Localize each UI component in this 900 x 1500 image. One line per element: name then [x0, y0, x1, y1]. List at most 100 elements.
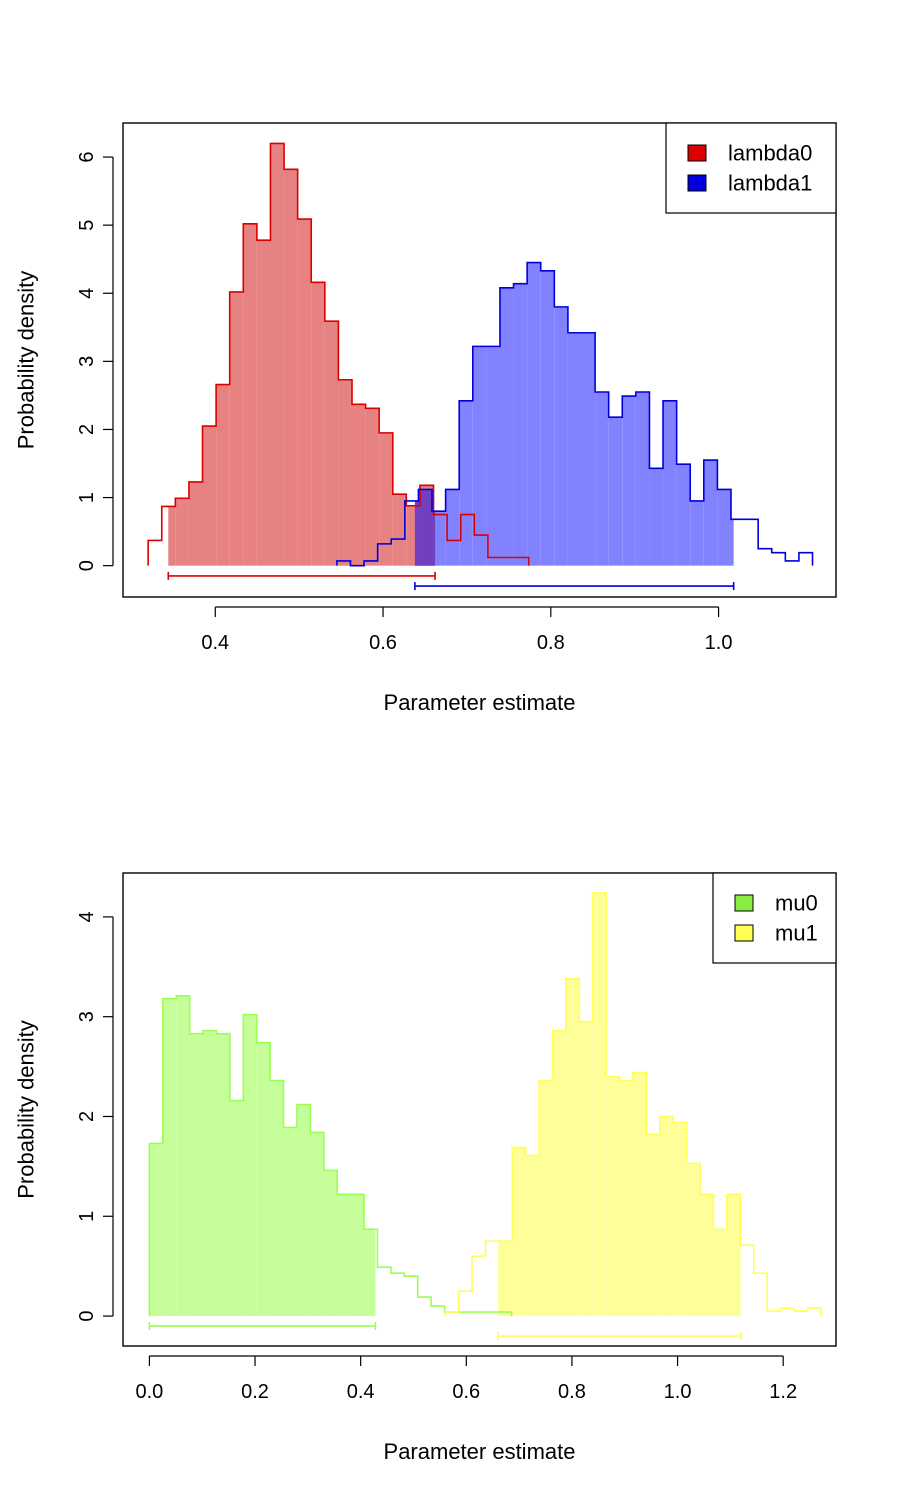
- x-tick-label: 0.4: [347, 1381, 375, 1403]
- mu0-bin-fill: [229, 1100, 244, 1317]
- mu1-bin-fill: [552, 1030, 566, 1317]
- mu0-legend-swatch: [734, 894, 754, 912]
- lambda1-bin-fill: [527, 262, 541, 566]
- mu1-histogram-outline: [444, 892, 822, 1317]
- mu1-bin-fill: [619, 1080, 633, 1317]
- lambda1-bin-fill: [567, 332, 582, 566]
- mu0-bin-fill: [243, 1014, 257, 1317]
- lambda1-bin-fill: [554, 306, 568, 566]
- mu1-bin-fill: [579, 1021, 593, 1317]
- y-tick-label: 2: [76, 424, 98, 435]
- y-tick-label: 3: [76, 1011, 98, 1022]
- lambda1-bin-fill: [690, 500, 704, 566]
- lambda0-bin-fill: [168, 506, 176, 566]
- x-axis-label: Parameter estimate: [384, 690, 576, 715]
- mu1-bin-fill: [700, 1194, 714, 1317]
- overlap-bin-fill: [414, 500, 419, 566]
- mu0-bin-fill: [350, 1194, 365, 1317]
- mu1-legend-swatch: [734, 924, 754, 942]
- y-tick-label: 6: [76, 151, 98, 162]
- lambda1-bin-fill: [608, 417, 623, 566]
- mu0-bin-fill: [296, 1104, 311, 1317]
- mu1-bin-fill: [565, 978, 580, 1317]
- mu0-bin-fill: [189, 1033, 204, 1317]
- lambda1-bin-fill: [472, 346, 487, 566]
- lambda0-legend-swatch: [687, 144, 707, 162]
- x-tick-label: 0.8: [537, 632, 565, 654]
- x-tick-label: 1.2: [769, 1381, 797, 1403]
- legend: lambda0 lambda1: [665, 122, 837, 214]
- mu1-bin-fill: [498, 1241, 513, 1317]
- lambda0-bin-fill: [311, 282, 325, 566]
- mu1-bin-fill: [592, 892, 607, 1317]
- lambda0-histogram-outline: [147, 142, 530, 566]
- mu0-bin-fill: [337, 1194, 351, 1317]
- mu0-bin-fill: [149, 1143, 163, 1317]
- mu1-legend-label: mu1: [775, 921, 818, 946]
- lambda0-bin-fill: [338, 379, 352, 566]
- lambda1-bin-fill: [445, 489, 460, 566]
- mu0-bin-fill: [162, 998, 177, 1317]
- mu0-bin-fill: [176, 995, 190, 1317]
- x-axis: 0.0 0.2 0.4 0.6 0.8 1.0 1.2: [136, 1355, 797, 1403]
- lambda1-histogram-outline: [336, 261, 814, 567]
- lambda1-bin-fill: [595, 392, 609, 566]
- lambda1-legend-label: lambda1: [728, 171, 812, 196]
- histogram-layer: [147, 142, 814, 567]
- mu0-bin-fill: [256, 1042, 271, 1317]
- y-axis-label: Probability density: [14, 1020, 39, 1199]
- lambda0-bin-fill: [351, 404, 366, 566]
- mu0-bin-fill: [203, 1030, 217, 1317]
- y-tick-label: 0: [76, 1311, 98, 1322]
- interval-layer: [167, 571, 735, 591]
- x-tick-label: 0.2: [241, 1381, 269, 1403]
- mu1-bin-fill: [512, 1147, 526, 1317]
- lambda0-bin-fill: [284, 169, 298, 566]
- lambda0-bin-fill: [188, 481, 203, 566]
- x-axis-label: Parameter estimate: [384, 1439, 576, 1464]
- x-tick-label: 1.0: [705, 632, 733, 654]
- lambda1-legend-swatch: [687, 174, 707, 192]
- x-tick-label: 0.8: [558, 1381, 586, 1403]
- lambda1-bin-fill: [676, 464, 691, 566]
- lambda0-bin-fill: [175, 498, 189, 566]
- y-axis-label: Probability density: [14, 271, 39, 450]
- y-tick-label: 4: [76, 911, 98, 922]
- histogram-layer: [148, 892, 822, 1317]
- y-tick-label: 1: [76, 492, 98, 503]
- lambda1-bin-fill: [513, 283, 528, 566]
- lambda0-bin-fill: [202, 426, 217, 566]
- x-tick-label: 0.4: [201, 632, 229, 654]
- lambda1-bin-fill: [717, 489, 731, 566]
- mu1-bin-fill: [606, 1076, 620, 1317]
- x-tick-label: 1.0: [664, 1381, 692, 1403]
- mu0-legend-label: mu0: [775, 891, 818, 916]
- mu1-bin-fill: [525, 1155, 540, 1317]
- x-tick-label: 0.6: [452, 1381, 480, 1403]
- mu1-bin-fill: [686, 1163, 701, 1317]
- y-tick-label: 4: [76, 288, 98, 299]
- mu0-histogram-outline: [148, 994, 513, 1317]
- lambda0-bin-fill: [297, 219, 312, 566]
- y-tick-label: 0: [76, 560, 98, 571]
- lambda1-bin-fill: [649, 468, 664, 566]
- y-tick-label: 3: [76, 356, 98, 367]
- overlap-bin-fill: [432, 511, 436, 566]
- y-tick-label: 5: [76, 220, 98, 231]
- x-axis: 0.4 0.6 0.8 1.0: [201, 606, 733, 654]
- mu1-bin-fill: [726, 1194, 741, 1317]
- lambda1-bin-fill: [486, 346, 500, 566]
- mu0-bin-fill: [323, 1170, 338, 1317]
- mu0-bin-fill: [364, 1229, 376, 1317]
- y-tick-label: 1: [76, 1211, 98, 1222]
- mu1-bin-fill: [646, 1134, 660, 1317]
- y-axis: 0 1 2 3 4: [76, 911, 114, 1322]
- mu1-bin-fill: [740, 1245, 741, 1317]
- lambda1-bin-fill: [540, 270, 555, 566]
- lambda0-bin-fill: [216, 384, 230, 566]
- mu1-bin-fill: [673, 1122, 687, 1317]
- lambda0-bin-fill: [392, 494, 407, 566]
- lambda1-bin-fill: [703, 460, 718, 566]
